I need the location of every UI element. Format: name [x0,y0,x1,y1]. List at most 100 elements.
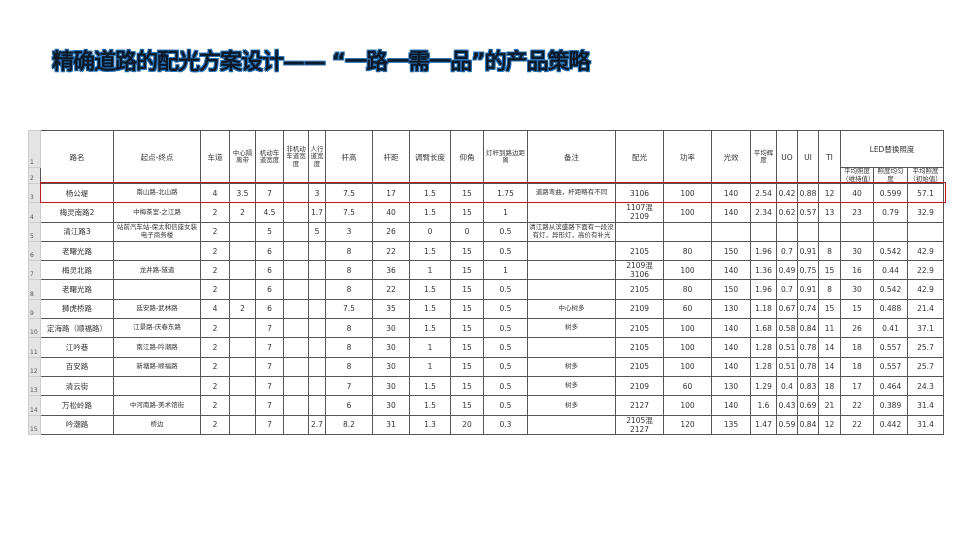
row-number[interactable]: 8 [28,279,41,300]
table-cell[interactable] [776,221,798,242]
table-cell[interactable]: 23 [840,202,874,223]
table-cell[interactable]: 2105 [615,356,664,377]
table-cell[interactable]: 2 [200,375,230,397]
table-cell[interactable] [308,337,326,358]
table-cell[interactable] [308,375,326,397]
table-cell[interactable]: 16 [840,260,874,281]
table-cell[interactable]: 15 [450,318,484,339]
table-cell[interactable] [283,298,309,320]
table-cell[interactable] [283,240,309,262]
table-cell[interactable]: 廷安路-武林路 [113,298,201,320]
table-cell[interactable]: 7 [255,356,284,377]
header-uo[interactable]: UO [776,130,798,184]
table-cell[interactable]: 5 [308,221,326,242]
table-cell[interactable]: 18 [818,375,841,397]
table-cell[interactable]: 0.5 [483,375,528,397]
header-tilt[interactable]: 仰角 [450,130,484,184]
table-cell[interactable]: 树多 [527,356,616,377]
table-cell[interactable] [229,279,256,300]
table-cell[interactable]: 40 [840,182,874,204]
table-cell[interactable]: 1.36 [750,260,777,281]
table-cell[interactable]: 2 [200,279,230,300]
table-cell[interactable]: 2105混2127 [615,414,664,435]
table-cell[interactable]: 定海路（顺福路） [40,318,114,339]
table-cell[interactable] [527,240,616,262]
table-cell[interactable]: 0.3 [483,414,528,435]
table-cell[interactable]: 30 [372,395,410,416]
header-spacing[interactable]: 杆距 [372,130,410,184]
table-cell[interactable]: 0.91 [797,240,819,262]
table-cell[interactable]: 14 [818,337,841,358]
table-cell[interactable]: 22 [372,279,410,300]
table-cell[interactable] [283,279,309,300]
table-cell[interactable]: 100 [663,182,712,204]
table-cell[interactable]: 8 [325,318,373,339]
header-motor[interactable]: 机动车道宽度 [255,130,284,184]
row-number[interactable]: 11 [28,337,41,358]
table-cell[interactable] [308,318,326,339]
row-number[interactable]: 10 [28,318,41,339]
table-cell[interactable]: 0.62 [776,202,798,223]
table-cell[interactable]: 吟潮路 [40,414,114,435]
table-cell[interactable]: 0.59 [776,414,798,435]
table-cell[interactable] [308,395,326,416]
table-cell[interactable] [229,221,256,242]
table-cell[interactable]: 新塘路-顺福路 [113,356,201,377]
table-cell[interactable]: 0.542 [873,279,908,300]
header-range[interactable]: 起点-终点 [113,130,201,184]
table-cell[interactable] [840,221,874,242]
table-cell[interactable]: 6 [255,260,284,281]
table-cell[interactable]: 站前汽车站-保太和信座女装电子商务楼 [113,221,201,242]
table-cell[interactable]: 2 [200,318,230,339]
table-cell[interactable]: 80 [663,240,712,262]
table-cell[interactable] [308,298,326,320]
table-cell[interactable]: 1.5 [409,318,451,339]
table-cell[interactable]: 60 [663,298,712,320]
table-cell[interactable]: 15 [450,337,484,358]
table-cell[interactable]: 8 [325,240,373,262]
table-cell[interactable]: 30 [372,356,410,377]
table-cell[interactable] [308,260,326,281]
table-cell[interactable]: 100 [663,260,712,281]
header-arm[interactable]: 调臂长度 [409,130,451,184]
table-cell[interactable]: 0.79 [873,202,908,223]
table-cell[interactable] [229,414,256,435]
table-cell[interactable]: 15 [818,298,841,320]
table-cell[interactable]: 100 [663,202,712,223]
table-cell[interactable]: 2 [200,240,230,262]
table-cell[interactable]: 0.78 [797,337,819,358]
table-cell[interactable]: 0.5 [483,395,528,416]
table-cell[interactable]: 140 [711,356,751,377]
table-cell[interactable]: 4.5 [255,202,284,223]
table-cell[interactable]: 60 [663,375,712,397]
table-cell[interactable]: 8 [325,260,373,281]
table-cell[interactable]: 老曙光路 [40,240,114,262]
table-cell[interactable] [283,337,309,358]
table-cell[interactable]: 15 [450,182,484,204]
table-cell[interactable]: 0.75 [797,260,819,281]
table-cell[interactable]: 15 [450,260,484,281]
table-cell[interactable]: 7 [255,414,284,435]
table-cell[interactable] [663,221,712,242]
table-cell[interactable]: 6 [325,395,373,416]
table-cell[interactable]: 15 [450,240,484,262]
table-cell[interactable]: 树多 [527,375,616,397]
table-cell[interactable]: 中河南路-美术馆街 [113,395,201,416]
table-cell[interactable]: 0.464 [873,375,908,397]
table-cell[interactable]: 狮虎桥路 [40,298,114,320]
table-cell[interactable] [308,240,326,262]
table-cell[interactable]: 30 [372,375,410,397]
table-cell[interactable]: 22 [372,240,410,262]
table-cell[interactable]: 0.43 [776,395,798,416]
table-cell[interactable] [283,221,309,242]
table-cell[interactable]: 8 [818,279,841,300]
table-cell[interactable] [229,260,256,281]
table-cell[interactable] [283,182,309,204]
row-number[interactable]: 6 [28,240,41,262]
table-cell[interactable] [283,202,309,223]
row-number[interactable]: 2 [28,167,41,184]
table-cell[interactable]: 140 [711,395,751,416]
table-cell[interactable]: 树多 [527,395,616,416]
table-cell[interactable]: 0.5 [483,318,528,339]
table-cell[interactable]: 1.47 [750,414,777,435]
